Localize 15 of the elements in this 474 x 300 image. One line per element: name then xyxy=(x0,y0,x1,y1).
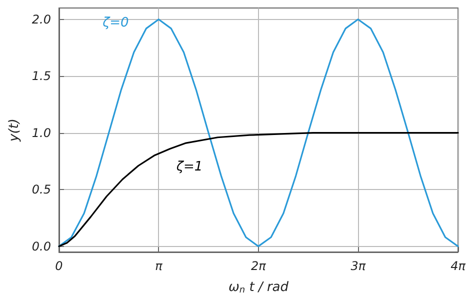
y-tick-label: 1.5 xyxy=(32,69,51,84)
series-label: ζ=1 xyxy=(175,159,203,174)
x-tick-label: 0 xyxy=(55,259,64,273)
line-series xyxy=(58,132,459,248)
x-tick-label: π xyxy=(155,259,164,273)
x-tick-label: 4π xyxy=(450,259,466,273)
x-tick-label: 3π xyxy=(350,259,366,273)
y-tick-label: 0.0 xyxy=(32,239,52,254)
y-tick-label: 1.0 xyxy=(32,126,52,140)
y-axis-title: y(t) xyxy=(7,118,22,142)
y-tick-label: 0.5 xyxy=(32,182,51,197)
y-tick-label: 2.0 xyxy=(32,12,52,26)
x-tick-label: 2π xyxy=(251,259,267,273)
line-series xyxy=(58,18,459,248)
series-label: ζ=0 xyxy=(102,15,129,30)
